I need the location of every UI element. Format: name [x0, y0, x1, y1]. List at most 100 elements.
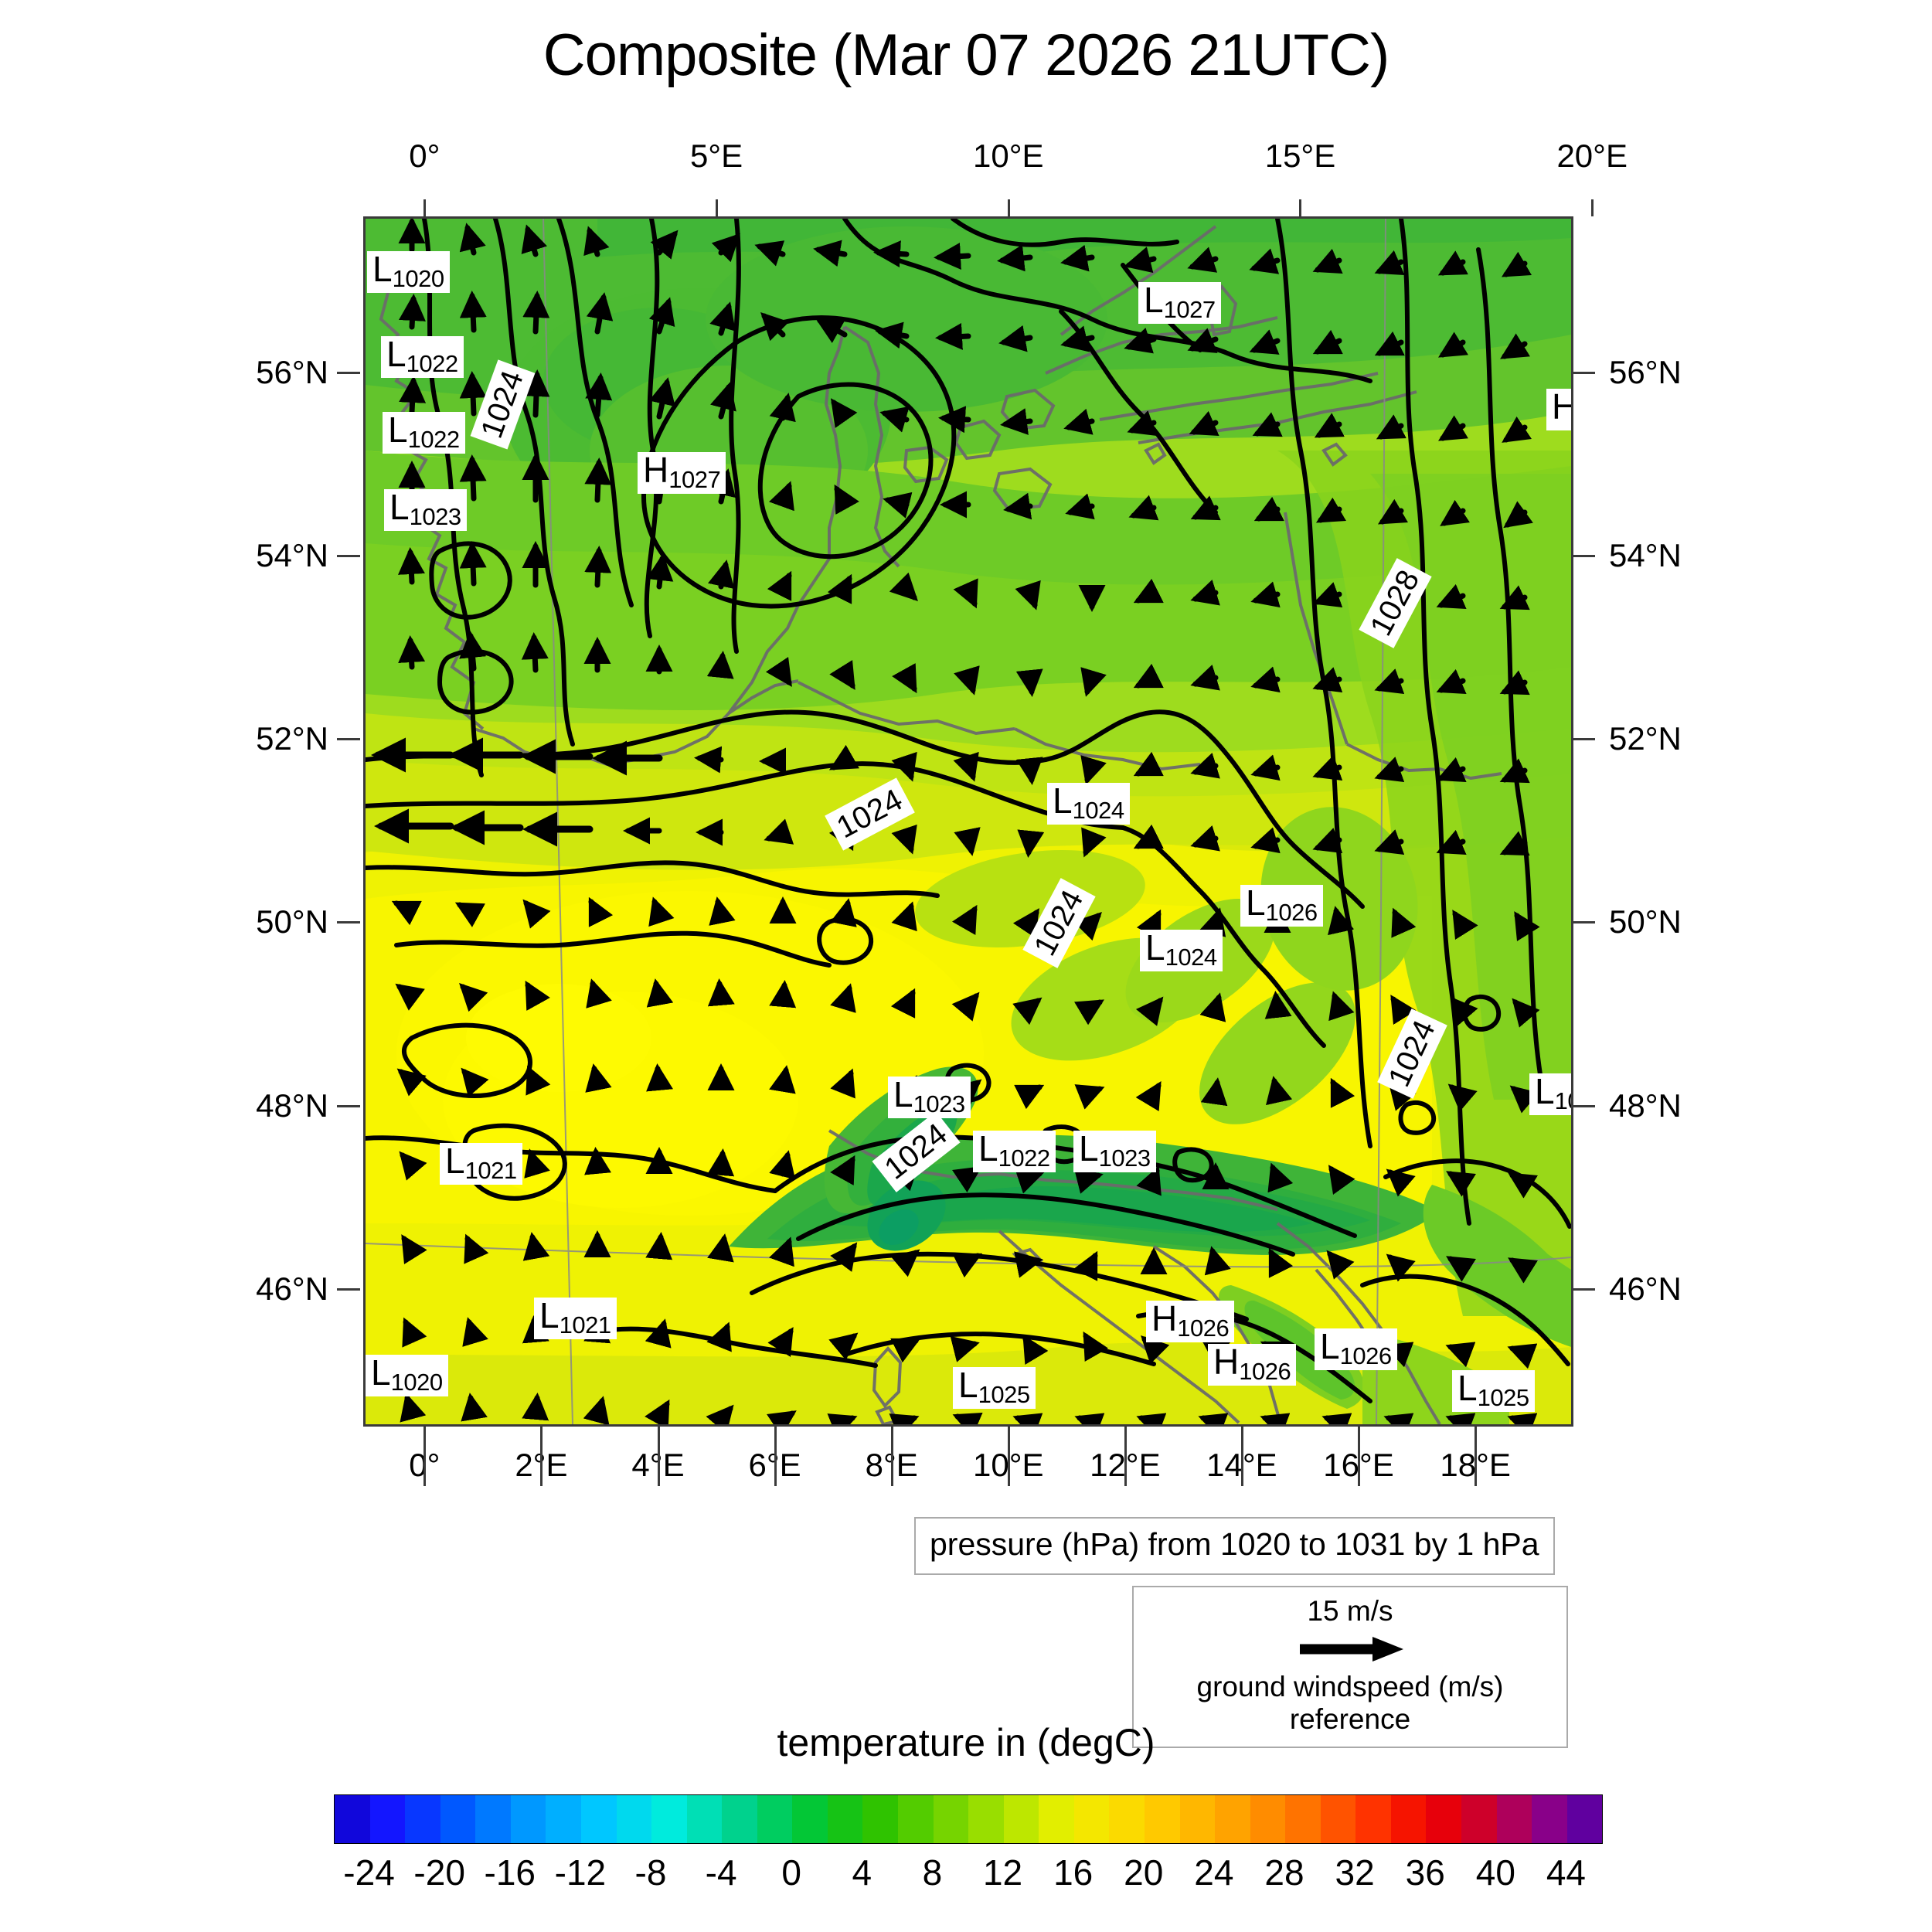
- pressure-marker: L1024: [1047, 783, 1130, 825]
- colorbar-band: [968, 1795, 1004, 1843]
- colorbar-band: [1073, 1795, 1110, 1843]
- pressure-marker: L1022: [381, 336, 464, 379]
- colorbar-band: [616, 1795, 652, 1843]
- lon-tick-bottom: [1007, 1424, 1010, 1486]
- colorbar-tick-label: -20: [413, 1852, 465, 1893]
- colorbar-band: [651, 1795, 687, 1843]
- lon-tick-top: [423, 199, 427, 216]
- lat-tick-right: [1572, 554, 1595, 557]
- colorbar-band: [933, 1795, 969, 1843]
- colorbar-band: [1144, 1795, 1180, 1843]
- weather-map[interactable]: 1024 1024 1024 1028 1024 1024 L1020 L102…: [363, 216, 1573, 1427]
- lon-tick-bottom: [1240, 1424, 1243, 1486]
- colorbar-tick-label: 40: [1475, 1852, 1515, 1893]
- colorbar-tick-label: 0: [781, 1852, 802, 1893]
- lat-tick-left: [337, 921, 360, 924]
- pressure-marker: H1026: [1208, 1344, 1297, 1386]
- lat-tick-right: [1572, 738, 1595, 741]
- colorbar-band: [1426, 1795, 1461, 1843]
- colorbar-tick-label: -12: [554, 1852, 607, 1893]
- lat-tick-right: [1572, 371, 1595, 374]
- colorbar-title: temperature in (degC): [777, 1721, 1155, 1764]
- lat-label-left: 56°N: [256, 353, 328, 390]
- colorbar-band: [335, 1795, 370, 1843]
- colorbar-band: [580, 1795, 617, 1843]
- colorbar-band: [1215, 1795, 1250, 1843]
- lon-tick-bottom: [1475, 1424, 1478, 1486]
- colorbar-band: [1496, 1795, 1532, 1843]
- colorbar-band: [1461, 1795, 1497, 1843]
- lat-tick-right: [1572, 921, 1595, 924]
- pressure-marker: L1020: [367, 249, 450, 294]
- lon-tick-bottom: [774, 1424, 777, 1486]
- colorbar-band: [827, 1795, 863, 1843]
- colorbar-band: [1179, 1795, 1216, 1843]
- colorbar-tick-label: 20: [1124, 1852, 1164, 1893]
- lat-label-left: 46°N: [256, 1270, 328, 1307]
- page-title: Composite (Mar 07 2026 21UTC): [543, 22, 1390, 88]
- lat-label-left: 48°N: [256, 1087, 328, 1124]
- lon-tick-top: [1591, 199, 1594, 216]
- pressure-marker-type: L: [372, 249, 393, 289]
- lon-label-top: 20°E: [1556, 138, 1628, 174]
- lon-tick-bottom: [1358, 1424, 1361, 1486]
- colorbar-band: [1285, 1795, 1321, 1843]
- colorbar-band: [1109, 1795, 1145, 1843]
- pressure-marker: L1026: [1240, 885, 1323, 927]
- lat-label-right: 54°N: [1609, 536, 1682, 573]
- colorbar-tick-label: 16: [1053, 1852, 1094, 1893]
- lon-tick-bottom: [1124, 1424, 1127, 1486]
- colorbar-band: [757, 1795, 793, 1843]
- lat-label-left: 50°N: [256, 903, 328, 940]
- lon-tick-top: [716, 199, 719, 216]
- colorbar-tick-label: 32: [1335, 1852, 1375, 1893]
- pressure-marker: L1022: [973, 1131, 1056, 1173]
- colorbar-tick-label: 4: [852, 1852, 872, 1893]
- pressure-marker: L10: [1529, 1073, 1571, 1116]
- lon-label-top: 0°: [409, 138, 440, 174]
- colorbar-band: [1355, 1795, 1391, 1843]
- colorbar-band: [898, 1795, 934, 1843]
- pressure-marker-value: 1020: [392, 265, 444, 292]
- wind-speed-label: 15 m/s: [1307, 1595, 1393, 1627]
- lon-tick-bottom: [890, 1424, 893, 1486]
- lat-label-right: 48°N: [1609, 1087, 1682, 1124]
- pressure-marker: L1021: [440, 1143, 522, 1185]
- pressure-marker: L1025: [1452, 1370, 1535, 1413]
- pressure-marker: L1022: [383, 412, 465, 454]
- colorbar-tick-label: 36: [1405, 1852, 1445, 1893]
- colorbar-tick-label: 8: [922, 1852, 943, 1893]
- pressure-marker: L1021: [534, 1298, 617, 1340]
- lat-label-right: 56°N: [1609, 353, 1682, 390]
- colorbar-band: [1039, 1795, 1074, 1843]
- pressure-marker: L1026: [1315, 1328, 1397, 1371]
- colorbar-band: [1390, 1795, 1427, 1843]
- lon-label-top: 5°E: [689, 138, 743, 174]
- lat-tick-right: [1572, 1104, 1595, 1107]
- colorbar-band: [369, 1795, 406, 1843]
- pressure-marker: H1027: [638, 452, 726, 495]
- pressure-marker: L1024: [1140, 930, 1223, 972]
- colorbar[interactable]: [334, 1794, 1603, 1844]
- lat-tick-left: [337, 554, 360, 557]
- lat-label-right: 50°N: [1609, 903, 1682, 940]
- lon-tick-top: [1007, 199, 1010, 216]
- pressure-marker: L1020: [366, 1355, 448, 1397]
- colorbar-band: [792, 1795, 828, 1843]
- colorbar-band: [440, 1795, 476, 1843]
- lat-tick-left: [337, 738, 360, 741]
- lon-label-top: 10°E: [973, 138, 1044, 174]
- colorbar-ticks: -24 -20 -16 -12 -8 -4 0 4 8 12 16 20 24 28 32 36 40 44: [334, 1852, 1601, 1898]
- lat-tick-left: [337, 371, 360, 374]
- colorbar-band: [546, 1795, 581, 1843]
- lon-tick-bottom: [423, 1424, 427, 1486]
- lat-label-left: 54°N: [256, 536, 328, 573]
- lat-label-right: 46°N: [1609, 1270, 1682, 1307]
- pressure-marker: L1025: [953, 1367, 1036, 1410]
- colorbar-tick-label: -8: [634, 1852, 667, 1893]
- wind-reference-caption: ground windspeed (m/s) reference: [1196, 1671, 1504, 1735]
- colorbar-tick-label: -4: [705, 1852, 737, 1893]
- lon-tick-bottom: [657, 1424, 660, 1486]
- colorbar-tick-label: 28: [1264, 1852, 1304, 1893]
- colorbar-band: [862, 1795, 898, 1843]
